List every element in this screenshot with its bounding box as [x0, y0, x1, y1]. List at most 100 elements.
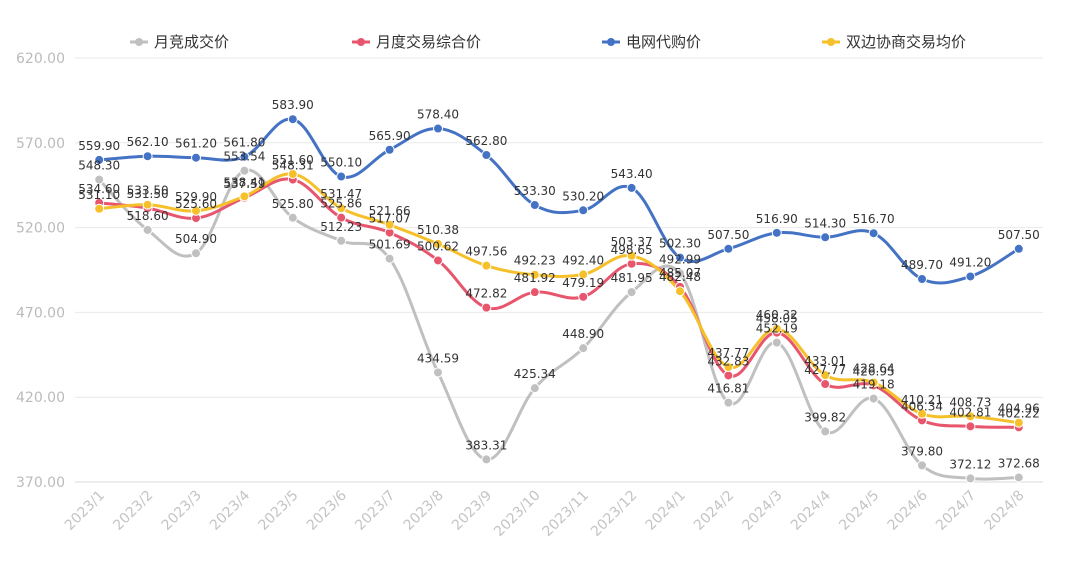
x-tick-label: 2024/4: [788, 487, 834, 533]
data-label: 379.80: [901, 444, 943, 458]
x-tick-label: 2023/3: [159, 488, 205, 534]
data-label: 481.92: [514, 271, 556, 285]
data-label: 479.19: [562, 276, 604, 290]
data-labels: 548.30 518.60 504.90 553.54 525.80 512.23 501.…: [78, 98, 1040, 471]
data-point: [675, 252, 685, 263]
x-tick-label: 2023/12: [588, 488, 640, 540]
data-label: 481.95: [611, 271, 653, 285]
data-point: [94, 174, 105, 185]
data-point: [191, 205, 201, 216]
data-label: 521.66: [369, 204, 411, 218]
data-point: [384, 219, 395, 230]
data-label: 529.90: [175, 190, 217, 204]
data-point: [965, 411, 976, 422]
data-label: 498.65: [611, 243, 653, 257]
y-tick-label: 470.00: [16, 305, 65, 321]
data-point: [723, 370, 734, 381]
data-point: [675, 286, 685, 297]
y-tick-label: 520.00: [16, 221, 65, 237]
data-label: 419.18: [853, 378, 895, 392]
data-label: 491.20: [949, 255, 991, 269]
data-label: 504.90: [175, 232, 217, 246]
data-point: [529, 287, 540, 298]
data-label: 517.07: [369, 212, 411, 226]
data-point: [287, 212, 298, 223]
data-label: 502.30: [659, 237, 701, 251]
data-point: [239, 191, 250, 202]
data-point: [529, 383, 540, 394]
data-label: 458.05: [756, 312, 798, 326]
series-points: [94, 114, 1024, 484]
series-line-2: [99, 117, 1020, 285]
x-tick-label: 2023/2: [110, 488, 156, 534]
data-point: [917, 460, 927, 471]
data-label: 537.59: [223, 177, 265, 191]
x-tick-label: 2023/1: [62, 488, 108, 534]
data-point: [384, 253, 395, 264]
data-label: 562.10: [127, 135, 169, 149]
x-tick-label: 2024/7: [933, 488, 979, 534]
data-point: [142, 199, 153, 210]
data-point: [868, 228, 879, 239]
data-label: 514.30: [804, 216, 846, 230]
data-point: [626, 287, 637, 298]
x-tick-label: 2023/4: [207, 487, 253, 533]
data-point: [481, 302, 492, 313]
data-point: [578, 343, 589, 354]
data-point: [384, 144, 395, 155]
legend-swatch-dot: [135, 38, 143, 46]
legend-label: 电网代购价: [626, 33, 701, 51]
data-label: 562.80: [465, 134, 507, 148]
x-tick-label: 2023/6: [304, 487, 350, 533]
data-point: [481, 454, 492, 465]
data-label: 531.47: [320, 187, 362, 201]
data-label: 410.21: [901, 393, 943, 407]
data-label: 550.10: [320, 156, 362, 170]
data-point: [868, 377, 879, 388]
data-label: 434.59: [417, 351, 459, 365]
data-label: 416.81: [707, 382, 749, 396]
data-point: [433, 238, 443, 249]
data-point: [529, 269, 540, 280]
data-label: 559.90: [78, 139, 120, 153]
data-point: [239, 165, 250, 176]
data-label: 492.40: [562, 253, 604, 267]
data-label: 503.37: [611, 235, 653, 249]
legend-swatch-dot: [607, 38, 615, 46]
data-label: 553.54: [223, 150, 265, 164]
data-point: [626, 182, 637, 193]
data-point: [191, 152, 201, 163]
data-point: [94, 154, 105, 165]
data-label: 460.32: [756, 308, 798, 322]
data-point: [820, 232, 831, 243]
data-label: 530.20: [562, 189, 604, 203]
y-tick-label: 370.00: [16, 475, 65, 491]
data-point: [94, 203, 105, 214]
series-line-1: [99, 177, 1019, 429]
data-point: [771, 337, 782, 348]
data-point: [1013, 472, 1024, 483]
data-point: [626, 250, 637, 261]
x-tick-label: 2024/8: [981, 488, 1027, 534]
data-label: 531.10: [78, 188, 120, 202]
data-label: 383.31: [465, 438, 507, 452]
data-point: [578, 269, 589, 280]
data-label: 548.30: [78, 159, 120, 173]
data-point: [723, 243, 734, 254]
data-point: [723, 397, 734, 408]
data-point: [917, 273, 927, 284]
x-tick-label: 2024/1: [643, 488, 689, 534]
y-tick-label: 620.00: [16, 51, 65, 67]
data-point: [917, 408, 927, 419]
data-label: 448.90: [562, 327, 604, 341]
data-label: 485.07: [659, 266, 701, 280]
data-label: 525.86: [320, 197, 362, 211]
data-label: 507.50: [707, 228, 749, 242]
data-point: [287, 114, 298, 125]
data-label: 426.95: [853, 364, 895, 378]
x-tick-label: 2024/2: [691, 488, 737, 534]
data-point: [1013, 243, 1024, 254]
data-label: 516.70: [853, 212, 895, 226]
x-tick-label: 2024/3: [739, 488, 785, 534]
